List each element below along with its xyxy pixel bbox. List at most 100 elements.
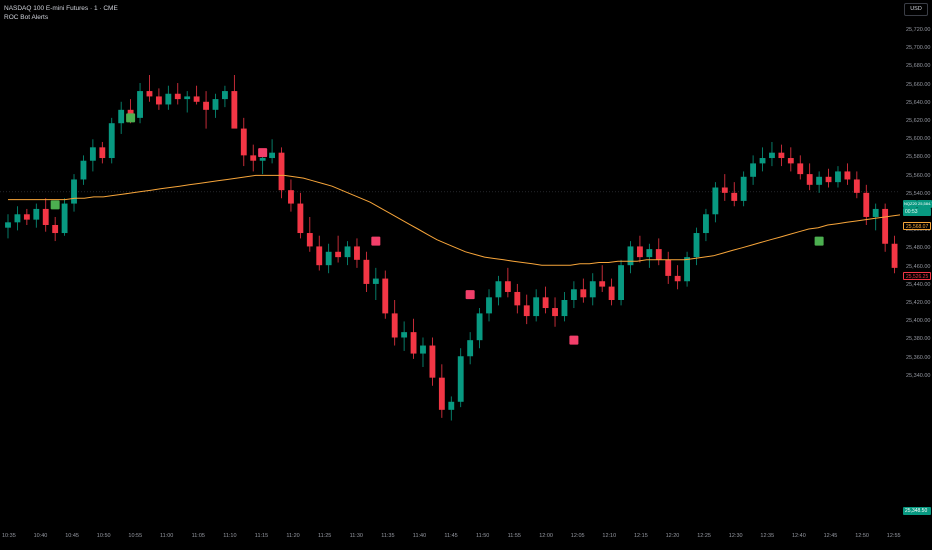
alert-level-tag: 25,526.25 [903,272,931,280]
symbol-title[interactable]: NASDAQ 100 E-mini Futures · 1 · CME [4,5,118,12]
indicator-name[interactable]: ROC Bot Alerts [4,14,49,21]
time-tick-label: 12:55 [886,533,901,539]
chart-legend: NASDAQ 100 E-mini Futures · 1 · CME ROC … [4,4,118,22]
candle-body [552,308,558,317]
candle-body [250,155,257,161]
time-tick-label: 11:20 [286,533,300,539]
candle-body [533,297,540,317]
candle-body [769,152,775,159]
candle-body [618,265,624,300]
bear-alert-marker [569,335,579,345]
candle-body [80,160,87,180]
candle-body [33,208,40,220]
candle-body [354,246,360,260]
price-tick-label: 25,680.00 [906,63,931,70]
candle-body [193,96,200,102]
candle-body [825,176,832,183]
candle-body [486,297,492,314]
time-tick-label: 11:55 [507,533,521,539]
candle-body [872,208,879,217]
candle-body [448,401,455,410]
candle-body [750,163,757,177]
candle-body [259,158,266,161]
last-price-tag: 25,584.75 [917,200,932,208]
candle-body [344,246,351,258]
ma-line [8,174,905,266]
candle-body [410,332,417,354]
candle-body [52,225,59,234]
candle-body [467,340,474,357]
time-tick-label: 12:30 [728,533,743,539]
candle-body [476,313,483,341]
candle-body [589,281,596,298]
candle-body [288,190,294,204]
bull-alert-marker [814,236,824,246]
price-tick-label: 25,540.00 [906,190,931,197]
time-tick-label: 12:50 [855,533,869,539]
candle-body [542,297,549,309]
time-tick-label: 12:10 [602,533,617,539]
time-tick-label: 10:35 [2,533,16,539]
price-tick-label: 25,620.00 [906,118,931,124]
candle-body [108,123,115,159]
candle-body [580,289,587,298]
candle-body [721,187,728,193]
candle-body [14,214,21,223]
candle-body [504,281,511,292]
price-scale[interactable]: 25,720.00 25,700.00 25,680.00 25,660.00 25,6… [900,0,932,525]
price-tick-label: 25,580.00 [906,154,931,161]
candle-body [155,96,162,105]
candle-body [693,233,700,258]
time-tick-label: 12:00 [539,533,553,539]
candle-body [212,99,219,110]
candle-body [665,259,672,276]
candle-body [401,332,408,338]
price-tick-label: 25,720.00 [906,27,931,33]
candle-body [797,163,804,175]
candle-body [420,345,426,354]
time-tick-label: 11:45 [444,533,458,539]
candle-body [5,222,11,228]
candle-body [306,233,313,247]
time-tick-label: 11:35 [381,533,395,539]
candle-body [646,249,653,258]
candle-body [570,289,577,300]
candlestick-chart[interactable] [0,0,905,525]
countdown-tag: 00:53 [903,208,931,216]
candle-body [627,246,634,266]
currency-button[interactable]: USD [904,3,928,16]
time-tick-label: 12:35 [760,533,775,539]
price-tick-label: 25,400.00 [906,318,931,325]
time-tick-label: 10:40 [33,533,48,539]
candle-body [269,152,276,159]
time-tick-label: 11:05 [191,533,205,539]
candle-body [278,152,285,191]
candle-body [844,171,851,180]
candle-body [835,171,841,183]
time-scale[interactable]: 10:35 10:40 10:45 10:50 10:55 11:00 11:05 11:10… [0,525,932,550]
candle-body [391,313,398,338]
candle-body [316,246,323,266]
price-tick-label: 25,460.00 [906,263,931,270]
candle-body [137,91,143,118]
time-tick-label: 12:20 [665,533,680,539]
candle-body [203,101,209,110]
candle-body [674,275,681,282]
time-tick-label: 12:40 [792,533,806,539]
candle-body [335,251,342,258]
candle-body [816,176,823,185]
candle-body [853,179,860,193]
candle-body [712,187,719,215]
candle-body [382,278,389,314]
chart-pane[interactable] [0,0,905,525]
candle-body [731,192,738,201]
candle-body [363,259,370,284]
time-tick-label: 11:10 [223,533,237,539]
price-tick-label: 25,380.00 [906,336,931,343]
candle-body [636,246,643,258]
candle-body [61,203,68,234]
candle-body [429,345,436,378]
bear-alert-marker [258,148,268,158]
time-tick-label: 10:50 [96,533,111,539]
